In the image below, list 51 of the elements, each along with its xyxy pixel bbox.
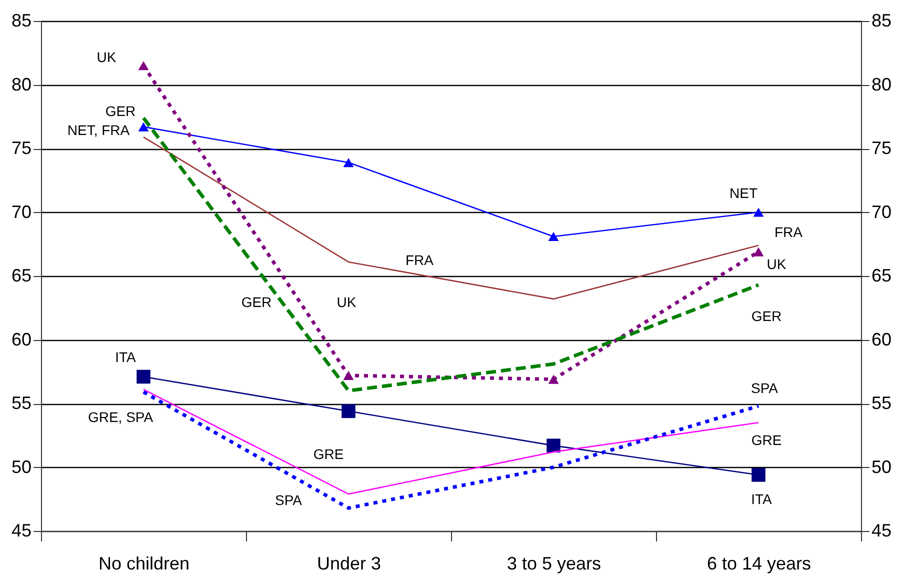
annotation: UK	[336, 294, 357, 310]
y2-tick-label: 85	[872, 10, 892, 30]
y2-tick-label: 45	[872, 520, 892, 540]
y2-tick-label: 55	[872, 393, 892, 413]
annotation: GER	[105, 103, 136, 119]
point	[342, 404, 356, 418]
x-tick-label: 6 to 14 years	[706, 554, 812, 574]
point	[548, 374, 559, 384]
y-tick-label: 50	[11, 456, 32, 477]
annotation: NET	[730, 185, 758, 201]
annotation: UK	[766, 256, 787, 272]
y2-tick-label: 60	[872, 329, 892, 350]
annotation: NET, FRA	[67, 122, 130, 138]
x-tick-label: Under 3	[316, 554, 382, 574]
annotation: GER	[751, 308, 782, 324]
y2-tick-label: 80	[872, 74, 892, 94]
annotation: FRA	[774, 224, 804, 240]
point	[138, 122, 149, 132]
point	[343, 158, 354, 168]
y2-tick-label: 70	[872, 202, 892, 222]
annotation: ITA	[115, 349, 137, 365]
y2-tick-label: 75	[872, 138, 892, 158]
y-tick-label: 75	[11, 138, 32, 158]
annotation: FRA	[406, 252, 434, 268]
y2-tick-label: 65	[872, 266, 892, 286]
y-tick-label: 85	[11, 10, 32, 30]
annotation: GRE	[313, 446, 344, 462]
y-tick-label: 80	[11, 74, 32, 94]
annotation: SPA	[275, 492, 303, 508]
y-tick-label: 65	[11, 266, 32, 286]
annotation: GER	[241, 294, 272, 310]
y2-tick-label: 50	[872, 456, 892, 477]
annotation: GRE, SPA	[88, 409, 154, 425]
point	[546, 438, 560, 452]
point	[136, 370, 150, 384]
y-tick-label: 70	[11, 202, 32, 222]
point	[343, 370, 354, 380]
annotation: UK	[96, 49, 117, 65]
point	[138, 61, 149, 70]
y-tick-label: 55	[11, 393, 32, 413]
point	[752, 468, 766, 482]
annotation: GRE	[751, 432, 782, 448]
y-tick-label: 45	[11, 520, 32, 540]
annotation: SPA	[751, 380, 779, 396]
point	[753, 247, 764, 256]
x-tick-label: 3 to 5 years	[506, 554, 602, 574]
y-tick-label: 60	[11, 329, 32, 350]
x-tick-label: No children	[98, 554, 190, 574]
annotation: ITA	[751, 491, 773, 507]
point	[548, 232, 559, 242]
point	[753, 208, 764, 217]
